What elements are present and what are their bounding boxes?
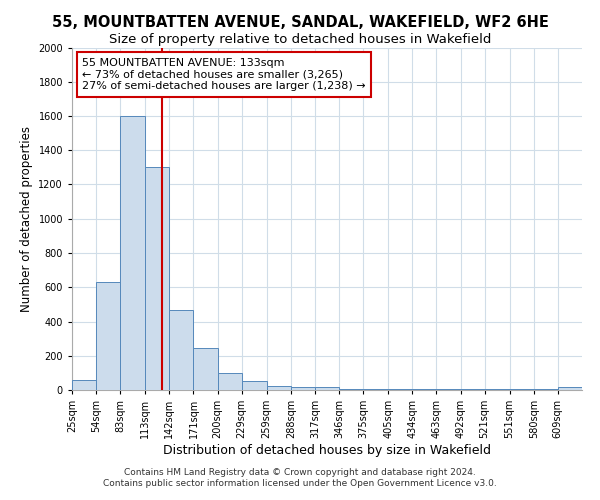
Bar <box>339 389 363 390</box>
Text: 55, MOUNTBATTEN AVENUE, SANDAL, WAKEFIELD, WF2 6HE: 55, MOUNTBATTEN AVENUE, SANDAL, WAKEFIEL… <box>52 15 548 30</box>
Text: Size of property relative to detached houses in Wakefield: Size of property relative to detached ho… <box>109 32 491 46</box>
Bar <box>218 373 242 390</box>
Bar <box>436 389 461 390</box>
Bar <box>461 389 485 390</box>
Bar <box>120 116 145 390</box>
Text: 55 MOUNTBATTEN AVENUE: 133sqm
← 73% of detached houses are smaller (3,265)
27% o: 55 MOUNTBATTEN AVENUE: 133sqm ← 73% of d… <box>82 58 366 91</box>
X-axis label: Distribution of detached houses by size in Wakefield: Distribution of detached houses by size … <box>163 444 491 457</box>
Bar <box>242 382 266 390</box>
Bar <box>145 168 169 390</box>
Bar <box>291 386 315 390</box>
Bar <box>266 386 291 390</box>
Bar <box>485 389 509 390</box>
Bar <box>534 389 558 390</box>
Bar <box>72 380 96 390</box>
Bar <box>412 389 436 390</box>
Y-axis label: Number of detached properties: Number of detached properties <box>20 126 33 312</box>
Bar <box>169 310 193 390</box>
Bar <box>193 348 218 390</box>
Text: Contains HM Land Registry data © Crown copyright and database right 2024.
Contai: Contains HM Land Registry data © Crown c… <box>103 468 497 487</box>
Bar <box>509 389 534 390</box>
Bar <box>96 282 120 390</box>
Bar <box>558 386 582 390</box>
Bar <box>388 389 412 390</box>
Bar <box>315 388 339 390</box>
Bar <box>363 389 388 390</box>
